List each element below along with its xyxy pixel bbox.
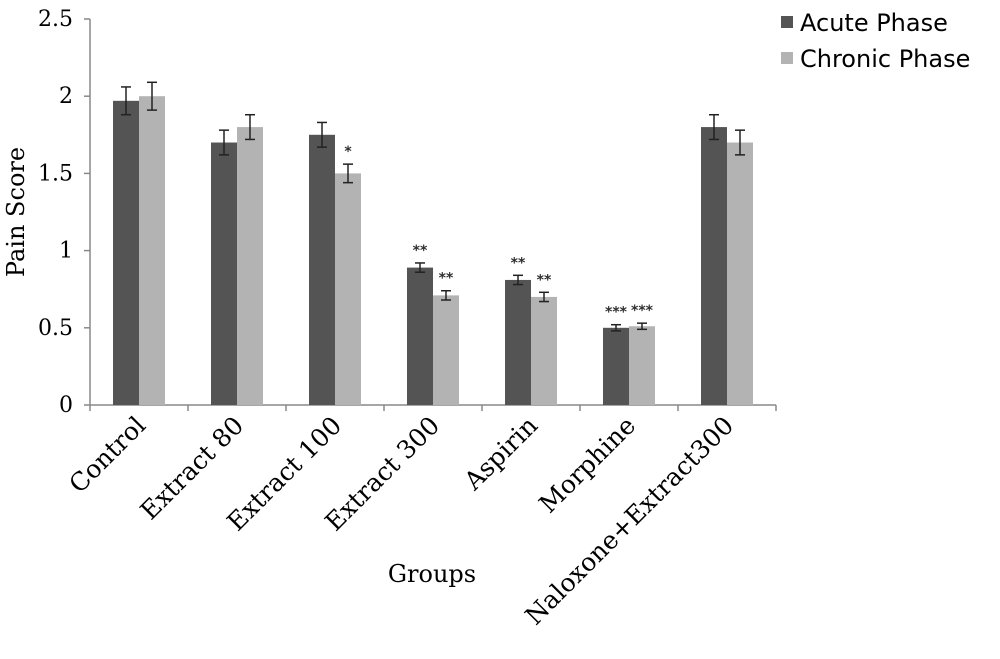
bar-acute xyxy=(505,279,531,405)
y-tick-label: 1 xyxy=(59,239,73,264)
legend-swatch-chronic xyxy=(781,52,793,64)
bars xyxy=(113,81,753,406)
legend: Acute Phase Chronic Phase xyxy=(781,9,970,73)
significance-label: ** xyxy=(537,272,552,288)
bar-acute xyxy=(407,267,433,405)
bar-acute xyxy=(701,127,727,405)
bar-chronic xyxy=(335,173,361,405)
bar-chronic xyxy=(139,96,165,405)
significance-label: ** xyxy=(413,243,428,259)
significance-label: ** xyxy=(439,271,454,287)
bar-chronic xyxy=(629,326,655,405)
bar-chronic xyxy=(531,296,557,405)
y-tick-label: 1.5 xyxy=(38,161,73,186)
y-tick-label: 2 xyxy=(59,84,73,109)
bar-acute xyxy=(211,142,237,405)
bar-chronic xyxy=(433,295,459,405)
significance-label: *** xyxy=(631,303,654,319)
x-category-label: Control xyxy=(63,411,151,499)
bar-acute xyxy=(113,100,139,405)
bar-chronic xyxy=(237,127,263,405)
y-axis-title: Pain Score xyxy=(2,147,30,277)
axes xyxy=(84,18,777,411)
y-tick-label: 2.5 xyxy=(38,7,73,32)
x-category-label: Aspirin xyxy=(458,411,544,497)
bar-chronic xyxy=(727,142,753,405)
legend-label-acute: Acute Phase xyxy=(800,9,948,37)
significance-label: *** xyxy=(605,305,628,321)
x-axis-title: Groups xyxy=(388,560,476,588)
bar-acute xyxy=(309,134,335,406)
significance-label: * xyxy=(344,144,352,160)
x-category-label: Naloxone+Extract300 xyxy=(519,411,739,631)
x-category-label: Morphine xyxy=(533,411,641,519)
legend-label-chronic: Chronic Phase xyxy=(800,45,970,73)
significance-label: ** xyxy=(511,255,526,271)
bar-acute xyxy=(603,327,629,405)
y-tick-label: 0.5 xyxy=(38,316,73,341)
legend-swatch-acute xyxy=(781,16,793,28)
y-tick-label: 0 xyxy=(59,393,73,418)
